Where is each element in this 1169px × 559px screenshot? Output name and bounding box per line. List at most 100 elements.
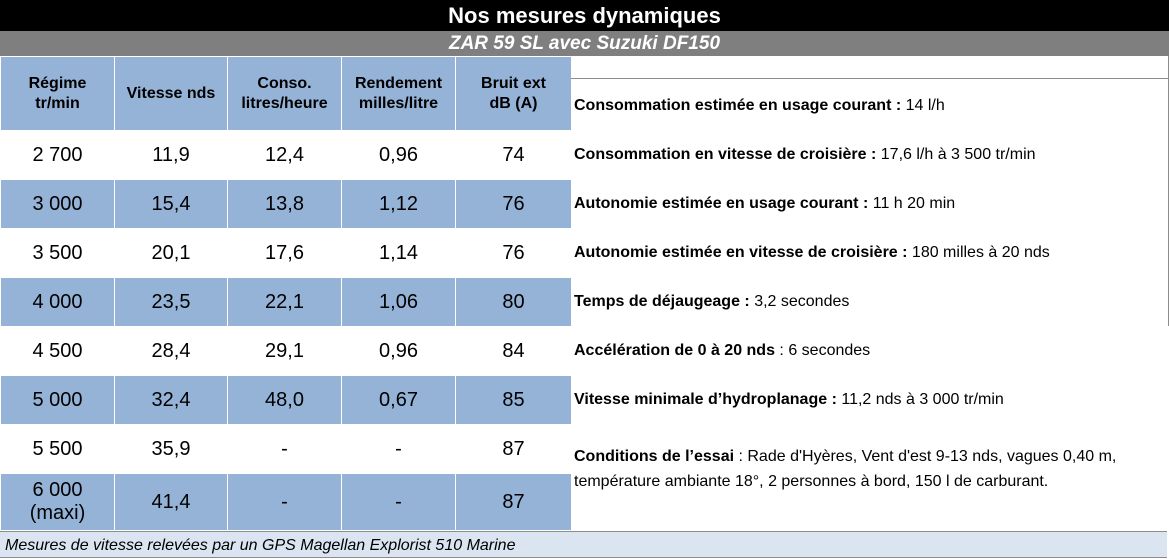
cell-conso: - — [227, 473, 342, 531]
regime-line: 4 500 — [32, 339, 83, 362]
cell-regime: 6 000 (maxi) — [0, 473, 115, 531]
cell-regime: 3 500 — [0, 228, 115, 278]
info-line-acceleration: Accélération de 0 à 20 nds : 6 secondes — [574, 342, 1166, 360]
header-conso: Conso. litres/heure — [227, 56, 342, 131]
info-label: Autonomie estimée en vitesse de croisièr… — [574, 244, 908, 261]
header-rendement: Rendement milles/litre — [341, 56, 456, 131]
info-panel: Consommation estimée en usage courant : … — [571, 56, 1169, 531]
header-bruit: Bruit ext dB (A) — [455, 56, 572, 131]
cell-regime: 5 000 — [0, 375, 115, 425]
cell-conso: - — [227, 424, 342, 474]
cell-conso: 29,1 — [227, 326, 342, 376]
info-value: 3,2 secondes — [749, 293, 850, 310]
cell-vitesse: 23,5 — [114, 277, 228, 327]
table-row: 2 700 11,9 12,4 0,96 74 — [0, 130, 572, 180]
info-label: Consommation estimée en usage courant : — [574, 97, 902, 114]
cell-rendement: 1,06 — [341, 277, 456, 327]
info-line-autonomie-usage: Autonomie estimée en usage courant : 11 … — [574, 195, 1166, 213]
header-vitesse: Vitesse nds — [114, 56, 228, 131]
measurements-table: Régime tr/min Vitesse nds Conso. litres/… — [0, 56, 572, 531]
header-line: dB (A) — [489, 94, 538, 112]
table-header-row: Régime tr/min Vitesse nds Conso. litres/… — [0, 56, 572, 131]
table-row: 3 500 20,1 17,6 1,14 76 — [0, 228, 572, 278]
cell-conso: 17,6 — [227, 228, 342, 278]
cell-rendement: - — [341, 473, 456, 531]
regime-line: 6 000 — [32, 479, 83, 501]
regime-line: 3 500 — [32, 241, 83, 264]
cell-rendement: - — [341, 424, 456, 474]
table-row: 6 000 (maxi) 41,4 - - 87 — [0, 473, 572, 531]
header-line: Régime — [28, 74, 87, 92]
regime-line: 5 500 — [32, 437, 83, 460]
header-line: Conso. — [257, 74, 312, 92]
table-row: 3 000 15,4 13,8 1,12 76 — [0, 179, 572, 229]
cell-rendement: 0,96 — [341, 130, 456, 180]
cell-vitesse: 32,4 — [114, 375, 228, 425]
cell-bruit: 76 — [455, 179, 572, 229]
table-row: 4 500 28,4 29,1 0,96 84 — [0, 326, 572, 376]
cell-vitesse: 15,4 — [114, 179, 228, 229]
regime-line: 3 000 — [32, 192, 83, 215]
cell-rendement: 1,14 — [341, 228, 456, 278]
header-line: tr/min — [35, 94, 80, 112]
regime-line: (maxi) — [29, 502, 86, 524]
footer-note: Mesures de vitesse relevées par un GPS M… — [0, 531, 1167, 558]
info-label: Vitesse minimale d’hydroplanage : — [574, 391, 837, 408]
info-label: Consommation en vitesse de croisière : — [574, 146, 877, 163]
info-value: : 6 secondes — [774, 342, 871, 359]
cell-bruit: 74 — [455, 130, 572, 180]
cell-conso: 48,0 — [227, 375, 342, 425]
header-line: litres/heure — [241, 94, 328, 112]
cell-bruit: 87 — [455, 473, 572, 531]
header-line: Bruit ext — [481, 74, 546, 92]
info-label: Autonomie estimée en usage courant : — [574, 195, 869, 212]
cell-vitesse: 28,4 — [114, 326, 228, 376]
cell-rendement: 0,96 — [341, 326, 456, 376]
info-line-conso-croisiere: Consommation en vitesse de croisière : 1… — [574, 146, 1166, 164]
info-line-autonomie-croisiere: Autonomie estimée en vitesse de croisièr… — [574, 244, 1166, 262]
cell-conso: 22,1 — [227, 277, 342, 327]
info-value: 180 milles à 20 nds — [907, 244, 1050, 261]
cell-bruit: 85 — [455, 375, 572, 425]
info-label: Accélération de 0 à 20 nds — [574, 342, 775, 359]
panel-divider — [571, 56, 1169, 79]
cell-conso: 12,4 — [227, 130, 342, 180]
page-subtitle: ZAR 59 SL avec Suzuki DF150 — [0, 31, 1169, 56]
cell-conso: 13,8 — [227, 179, 342, 229]
cell-regime: 5 500 — [0, 424, 115, 474]
info-value: 11,2 nds à 3 000 tr/min — [836, 391, 1004, 408]
cell-vitesse: 11,9 — [114, 130, 228, 180]
cell-bruit: 87 — [455, 424, 572, 474]
table-row: 5 500 35,9 - - 87 — [0, 424, 572, 474]
info-value: 14 l/h — [901, 97, 945, 114]
info-value: : Rade d'Hyères, Vent d'est 9-13 nds, va… — [574, 448, 1117, 490]
cell-vitesse: 35,9 — [114, 424, 228, 474]
header-regime: Régime tr/min — [0, 56, 115, 131]
header-line: Vitesse nds — [126, 84, 216, 102]
cell-regime: 2 700 — [0, 130, 115, 180]
info-value: 11 h 20 min — [868, 195, 956, 212]
cell-rendement: 1,12 — [341, 179, 456, 229]
cell-regime: 4 500 — [0, 326, 115, 376]
info-conditions: Conditions de l’essai : Rade d'Hyères, V… — [574, 444, 1166, 494]
cell-bruit: 80 — [455, 277, 572, 327]
info-line-dejaugeage: Temps de déjaugeage : 3,2 secondes — [574, 293, 1166, 311]
cell-vitesse: 41,4 — [114, 473, 228, 531]
regime-line: 2 700 — [32, 143, 83, 166]
page-title: Nos mesures dynamiques — [0, 0, 1169, 31]
cell-bruit: 84 — [455, 326, 572, 376]
table-row: 5 000 32,4 48,0 0,67 85 — [0, 375, 572, 425]
header-line: milles/litre — [358, 94, 439, 112]
info-value: 17,6 l/h à 3 500 tr/min — [876, 146, 1036, 163]
info-label: Temps de déjaugeage : — [574, 293, 750, 310]
table-row: 4 000 23,5 22,1 1,06 80 — [0, 277, 572, 327]
cell-regime: 3 000 — [0, 179, 115, 229]
regime-line: 5 000 — [32, 388, 83, 411]
header-line: Rendement — [354, 74, 443, 92]
cell-vitesse: 20,1 — [114, 228, 228, 278]
cell-rendement: 0,67 — [341, 375, 456, 425]
cell-bruit: 76 — [455, 228, 572, 278]
info-line-conso-usage: Consommation estimée en usage courant : … — [574, 97, 1166, 115]
regime-line: 4 000 — [32, 290, 83, 313]
cell-regime: 4 000 — [0, 277, 115, 327]
